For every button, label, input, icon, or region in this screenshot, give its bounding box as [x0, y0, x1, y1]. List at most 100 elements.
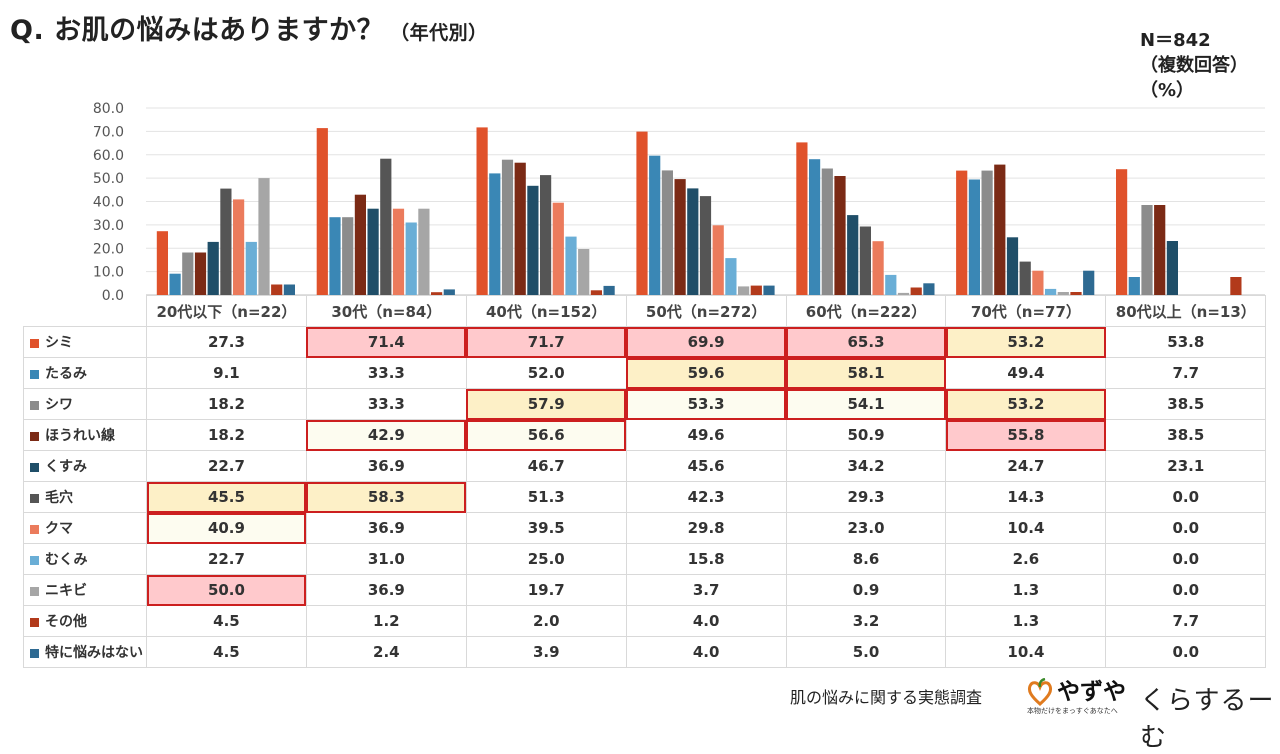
- unit-note: （%）: [1140, 80, 1195, 101]
- bar: [910, 287, 922, 295]
- data-cell: 0.0: [1105, 481, 1267, 513]
- data-cell: 49.6: [625, 419, 787, 451]
- data-cell: 49.4: [945, 357, 1107, 389]
- data-cell: 53.2: [945, 326, 1107, 358]
- bar: [514, 162, 526, 295]
- legend-label: くすみ: [45, 459, 87, 475]
- category-label: 60代（n=222）: [785, 295, 947, 327]
- legend-label: ほうれい線: [45, 428, 115, 444]
- bar: [1230, 277, 1242, 295]
- data-cell: 7.7: [1105, 357, 1267, 389]
- data-cell: 53.8: [1105, 326, 1267, 358]
- multiple-answer-note: （複数回答）: [1140, 55, 1248, 76]
- data-cell: 46.7: [465, 450, 627, 482]
- data-cell: 45.6: [625, 450, 787, 482]
- bar: [156, 231, 168, 295]
- bar: [552, 202, 564, 295]
- title-main: Q. お肌の悩みはありますか？: [10, 15, 385, 46]
- y-tick-label: 20.0: [93, 241, 124, 257]
- bar: [489, 173, 501, 295]
- data-cell: 34.2: [785, 450, 947, 482]
- table-row: たるみ 9.1 33.3 52.0 59.6 58.1 49.4 7.7: [23, 357, 1267, 389]
- bar: [431, 292, 443, 295]
- bar: [590, 290, 602, 295]
- table-header-row: 20代以下（n=22） 30代（n=84） 40代（n=152） 50代（n=272）…: [23, 295, 1267, 327]
- data-cell: 0.0: [1105, 636, 1267, 668]
- bar: [540, 175, 552, 295]
- bar: [872, 241, 884, 295]
- data-cell: 53.3: [625, 388, 787, 420]
- data-cell: 58.1: [785, 357, 947, 389]
- table-row: その他 4.5 1.2 2.0 4.0 3.2 1.3 7.7: [23, 605, 1267, 637]
- bar: [245, 241, 257, 295]
- data-cell: 7.7: [1105, 605, 1267, 637]
- table-row: むくみ 22.7 31.0 25.0 15.8 8.6 2.6 0.0: [23, 543, 1267, 575]
- bar: [405, 222, 417, 295]
- data-cell: 18.2: [146, 419, 307, 451]
- category-label: 40代（n=152）: [465, 295, 627, 327]
- data-cell: 4.0: [625, 605, 787, 637]
- data-cell: 51.3: [465, 481, 627, 513]
- bar: [1166, 241, 1178, 295]
- legend-label: たるみ: [45, 366, 87, 382]
- bar: [316, 128, 328, 295]
- y-tick-label: 50.0: [93, 171, 124, 187]
- table-row: クマ 40.9 36.9 39.5 29.8 23.0 10.4 0.0: [23, 512, 1267, 544]
- data-cell: 59.6: [625, 357, 787, 389]
- legend-label: ニキビ: [45, 583, 87, 599]
- bar: [809, 159, 821, 295]
- table-row: くすみ 22.7 36.9 46.7 45.6 34.2 24.7 23.1: [23, 450, 1267, 482]
- data-cell: 1.2: [305, 605, 467, 637]
- bar: [661, 170, 673, 295]
- data-cell: 10.4: [945, 636, 1107, 668]
- data-cell: 65.3: [785, 326, 947, 358]
- data-cell: 36.9: [305, 574, 467, 606]
- bar: [1141, 205, 1153, 295]
- bar: [1057, 292, 1069, 295]
- bar: [207, 241, 219, 295]
- data-cell: 3.7: [625, 574, 787, 606]
- data-cell: 0.9: [785, 574, 947, 606]
- bar: [699, 196, 712, 295]
- table-row: ニキビ 50.0 36.9 19.7 3.7 0.9 1.3 0.0: [23, 574, 1267, 606]
- data-cell: 1.3: [945, 574, 1107, 606]
- bar: [796, 142, 808, 295]
- brand-kurasuroom: くらするーむ: [1140, 686, 1275, 753]
- bar: [968, 179, 980, 295]
- data-cell: 69.9: [625, 326, 787, 358]
- data-cell: 14.3: [945, 481, 1107, 513]
- data-cell: 31.0: [305, 543, 467, 575]
- data-cell: 3.9: [465, 636, 627, 668]
- data-table: 20代以下（n=22） 30代（n=84） 40代（n=152） 50代（n=272）…: [23, 295, 1267, 668]
- data-cell: 57.9: [465, 388, 627, 420]
- category-label: 20代以下（n=22）: [146, 295, 307, 327]
- bar: [636, 131, 648, 295]
- bar: [923, 283, 935, 295]
- data-cell: 71.4: [305, 326, 467, 358]
- data-cell: 18.2: [146, 388, 307, 420]
- category-label: 80代以上（n=13）: [1105, 295, 1267, 327]
- y-tick-label: 60.0: [93, 148, 124, 164]
- bar: [476, 127, 488, 296]
- heart-leaf-icon: [1027, 678, 1053, 706]
- y-tick-label: 70.0: [93, 124, 124, 140]
- table-row: 特に悩みはない 4.5 2.4 3.9 4.0 5.0 10.4 0.0: [23, 636, 1267, 668]
- title-sub: （年代別）: [390, 22, 488, 44]
- data-cell: 42.3: [625, 481, 787, 513]
- bar: [233, 199, 245, 295]
- data-cell: 56.6: [465, 419, 627, 451]
- legend-label: シミ: [45, 335, 73, 351]
- data-cell: 33.3: [305, 388, 467, 420]
- data-cell: 29.3: [785, 481, 947, 513]
- data-cell: 38.5: [1105, 388, 1267, 420]
- legend-label: むくみ: [45, 552, 88, 568]
- data-cell: 38.5: [1105, 419, 1267, 451]
- legend-label: その他: [45, 614, 87, 630]
- sample-info: N＝842 （複数回答） （%）: [1140, 28, 1248, 103]
- series-label: ニキビ: [23, 574, 147, 606]
- bar: [1006, 237, 1019, 295]
- bar: [169, 273, 181, 295]
- brand-yazuya: やずや: [1057, 679, 1126, 705]
- bar: [367, 208, 379, 295]
- bar: [821, 168, 833, 295]
